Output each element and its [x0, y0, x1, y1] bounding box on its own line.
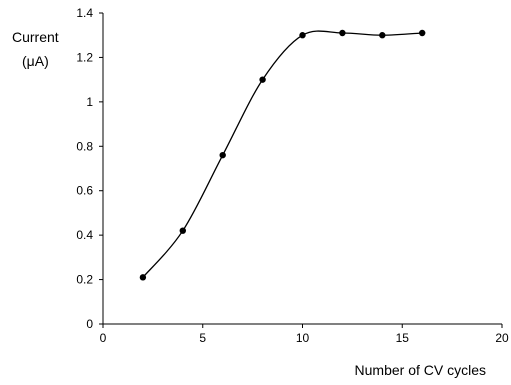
data-point: [139, 274, 147, 281]
x-tick-label: 0: [100, 331, 107, 345]
axes: [102, 13, 502, 325]
y-tick-label: 1.4: [76, 6, 93, 20]
x-tick-label: 15: [396, 331, 410, 345]
series: [139, 29, 426, 281]
data-point: [379, 32, 386, 39]
x-tick-label: 10: [296, 331, 310, 345]
x-axis-title: Number of CV cycles: [355, 362, 486, 378]
data-point: [299, 32, 306, 39]
data-point: [419, 29, 426, 37]
x-tick-label: 20: [495, 331, 509, 345]
ticks: 0 0.2 0.4 0.6 0.8 1 1.2 1.4 0 5 10 15 20: [76, 6, 509, 345]
data-point: [219, 151, 226, 159]
series-line: [142, 30, 423, 278]
data-point: [179, 227, 186, 234]
y-tick-label: 1.2: [76, 50, 93, 64]
y-tick-label: 0: [86, 317, 93, 331]
y-tick-label: 0.2: [76, 273, 93, 287]
y-tick-label: 0.4: [76, 228, 93, 242]
y-tick-label: 1: [86, 95, 93, 109]
y-axis-title-line1: Current: [12, 29, 59, 45]
data-point: [339, 29, 346, 37]
x-tick-label: 5: [199, 331, 206, 345]
data-point: [259, 76, 266, 83]
y-tick-label: 0.8: [76, 139, 93, 153]
y-axis-title-line2: (μA): [22, 53, 49, 69]
y-tick-label: 0.6: [76, 184, 93, 198]
